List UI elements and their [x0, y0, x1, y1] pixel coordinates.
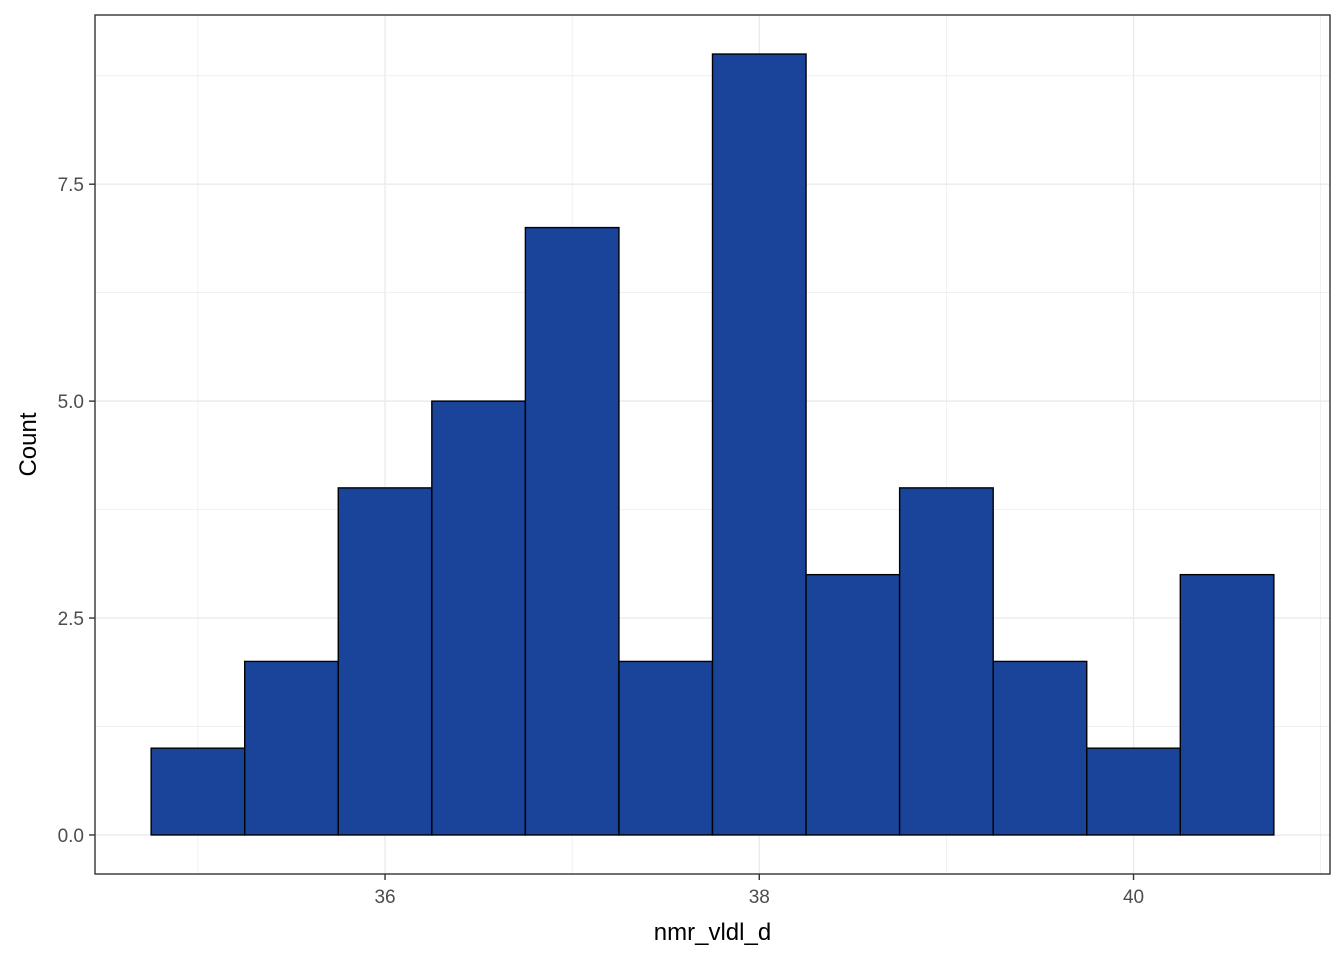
histogram-bar — [150, 747, 246, 836]
histogram-bar — [337, 487, 433, 836]
x-tick-label: 36 — [374, 887, 395, 908]
y-tick-label: 5.0 — [58, 392, 84, 413]
y-tick-label: 7.5 — [58, 175, 84, 196]
histogram-bar — [992, 660, 1088, 836]
x-tick-label: 38 — [749, 887, 770, 908]
panel-border — [94, 14, 1331, 875]
histogram-bar — [1086, 747, 1182, 836]
y-axis-title: Count — [15, 412, 42, 476]
histogram-bar — [431, 400, 527, 836]
x-axis-title: nmr_vldl_d — [654, 919, 771, 946]
x-axis: 36 38 40 — [374, 874, 1144, 908]
y-tick-label: 2.5 — [58, 609, 84, 630]
y-tick-label: 0.0 — [58, 826, 84, 847]
histogram-bar — [1179, 573, 1275, 836]
histogram-bar — [618, 660, 714, 836]
histogram-bar — [711, 53, 807, 836]
y-axis: 0.0 2.5 5.0 7.5 — [58, 175, 95, 847]
histogram-bar — [243, 660, 339, 836]
histogram-bar — [805, 573, 901, 836]
histogram-bar — [898, 487, 994, 836]
histogram-bar — [524, 226, 620, 836]
x-tick-label: 40 — [1123, 887, 1144, 908]
histogram-bars — [150, 53, 1275, 836]
